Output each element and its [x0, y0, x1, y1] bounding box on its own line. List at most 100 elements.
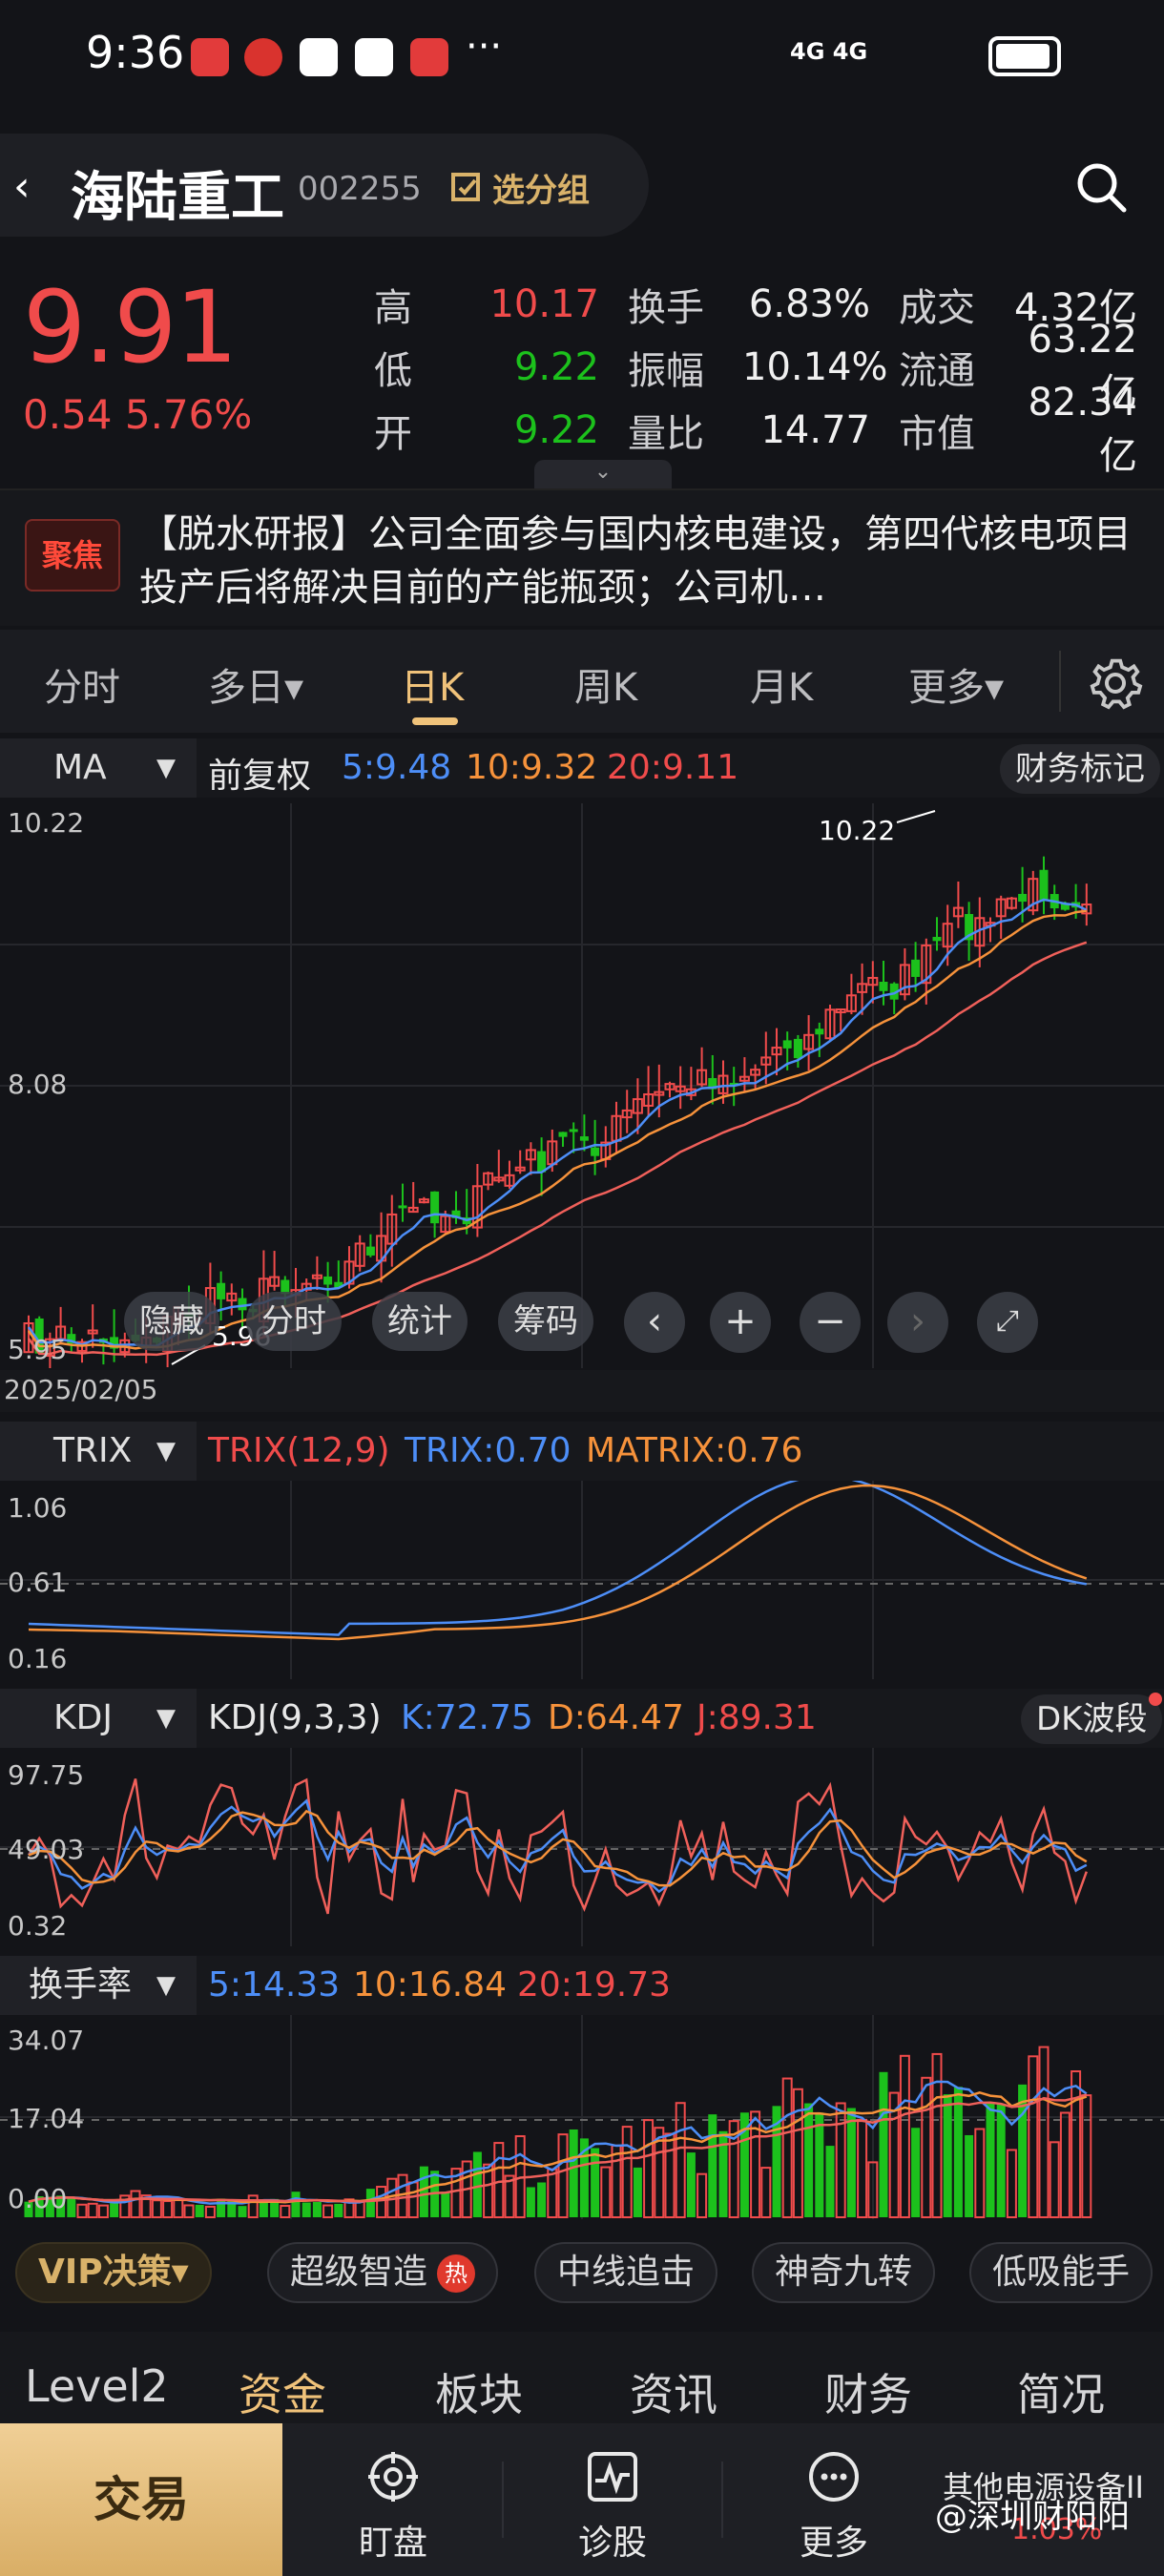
candle-body [354, 1242, 365, 1267]
turnover-bar [195, 2204, 204, 2217]
kdj-k-value: K:72.75 [401, 1698, 533, 1737]
chevron-down-icon: ▼ [156, 1437, 176, 1465]
candle-body [911, 959, 921, 977]
tab-intraday[interactable]: 分时 [44, 666, 120, 710]
candle-body [418, 1198, 429, 1204]
tab-daily-k[interactable]: 日K [401, 666, 465, 710]
trix-selector[interactable]: TRIX ▼ [0, 1422, 197, 1481]
fq-label[interactable]: 前复权 [208, 757, 312, 796]
candle-body [334, 1281, 343, 1288]
back-icon[interactable]: ‹ [13, 162, 31, 211]
turnover-bar [322, 2204, 334, 2219]
tab-news[interactable]: 资讯 [630, 2369, 717, 2420]
turnover-bar [547, 2168, 558, 2218]
zoom-in-icon[interactable]: + [710, 1292, 771, 1353]
turnover-bar [183, 2204, 195, 2218]
kdj-j-line [27, 1777, 1088, 1915]
hide-button[interactable]: 隐藏 [124, 1292, 219, 1351]
strategy-label: 超级智造 [290, 2253, 428, 2292]
ma-selector-label: MA [53, 748, 107, 787]
turnover-selector[interactable]: 换手率 ▼ [0, 1956, 197, 2015]
ma20-line [27, 941, 1088, 1357]
turnover-bar [708, 2114, 717, 2217]
diagnose-label: 诊股 [577, 2524, 647, 2563]
candle-body [1006, 897, 1017, 909]
candle-body [921, 944, 932, 985]
quote-row: 开 9.22 量比 14.77 市值 82.34亿 [374, 381, 1137, 478]
dk-band-button[interactable]: DK波段 [1021, 1694, 1163, 1744]
turnover-bar [56, 2195, 66, 2217]
quote-table: 高 10.17 换手 6.83% 成交 4.32亿 低 9.22 振幅 10.1… [374, 273, 1137, 478]
status-bar: 9:36 ··· 4G 4G [0, 0, 1164, 114]
candle-body [67, 1334, 76, 1344]
candle-body [995, 898, 1007, 918]
turnover-bar [600, 2166, 612, 2219]
turnover-bar [579, 2138, 589, 2217]
candle-body [654, 1091, 665, 1096]
financial-marker-button[interactable]: 财务标记 [1000, 744, 1160, 794]
tab-more[interactable]: 更多▾ [908, 666, 1005, 710]
turnover-bar [781, 2077, 793, 2219]
diagnose-button[interactable]: 诊股 [517, 2423, 708, 2576]
candle-body [942, 923, 953, 948]
zoom-out-icon[interactable]: − [800, 1292, 861, 1353]
candle-body [514, 1166, 526, 1172]
vip-decision-button[interactable]: VIP决策▾ [15, 2242, 212, 2303]
news-banner[interactable]: 聚焦 【脱水研报】公司全面参与国内核电建设，第四代核电项目投产后将解决目前的产能… [0, 488, 1164, 626]
strategy-pill[interactable]: 中线追击 [534, 2242, 718, 2303]
trade-button[interactable]: 交易 [0, 2423, 282, 2576]
candle-body [803, 1033, 815, 1050]
turnover-chart[interactable]: 34.07 17.04 0.00 [0, 2015, 1164, 2219]
tab-monthly-k[interactable]: 月K [750, 666, 814, 710]
turnover-ma20: 20:19.73 [517, 1965, 671, 2005]
chips-button[interactable]: 筹码 [498, 1292, 593, 1351]
turnover-bar [675, 2102, 686, 2218]
tab-sector[interactable]: 板块 [435, 2369, 523, 2420]
divider [1059, 651, 1061, 712]
tab-finance[interactable]: 财务 [824, 2369, 912, 2420]
gear-icon[interactable] [1088, 654, 1143, 710]
strategy-pill[interactable]: 低吸能手 [969, 2242, 1154, 2303]
action-bar: 交易 盯盘 诊股 更多 其他电源设备II 1.03% [0, 2423, 1164, 2576]
candle-body [311, 1274, 322, 1279]
candle-body [1060, 903, 1070, 910]
more-button[interactable]: 更多 [738, 2423, 929, 2576]
kline-chart[interactable]: 10.22 8.08 5.95 10.22 5.96 [0, 803, 1164, 1368]
strategy-pill[interactable]: 超级智造热 [267, 2242, 499, 2303]
kdj-selector[interactable]: KDJ ▼ [0, 1689, 197, 1748]
stats-button[interactable]: 统计 [372, 1292, 468, 1351]
turn-y-mid: 17.04 [8, 2103, 85, 2134]
intraday-overlay-button[interactable]: 分时 [246, 1292, 342, 1351]
turnover-bar [750, 2110, 761, 2218]
tab-multiday[interactable]: 多日▾ [208, 666, 304, 710]
chart-period-tabs: 分时 多日▾ 日K 周K 月K 更多▾ [0, 630, 1164, 733]
trix-name: TRIX(12,9) [208, 1431, 390, 1470]
sector-name[interactable]: 其他电源设备II [943, 2469, 1144, 2505]
candle-body [430, 1191, 440, 1224]
trix-chart[interactable]: 1.06 0.61 0.16 [0, 1481, 1164, 1679]
chevron-left-icon[interactable]: ‹ [624, 1292, 685, 1353]
candle-body [483, 1172, 494, 1186]
ma-selector[interactable]: MA ▼ [0, 738, 197, 798]
search-icon[interactable] [1074, 160, 1128, 214]
quote-row: 高 10.17 换手 6.83% 成交 4.32亿 [374, 273, 1137, 336]
turnover-bar [397, 2173, 408, 2218]
watch-button[interactable]: 盯盘 [298, 2423, 488, 2576]
kdj-chart[interactable]: 97.75 49.03 0.32 [0, 1748, 1164, 1946]
tab-level2[interactable]: Level2 [25, 2360, 169, 2412]
trix-y-mid: 0.61 [8, 1567, 68, 1598]
quote-value: 14.77 [760, 408, 870, 452]
select-group-button[interactable]: 选分组 [450, 164, 590, 211]
turnover-bar [45, 2196, 54, 2217]
focus-badge: 聚焦 [25, 519, 120, 592]
tab-weekly-k[interactable]: 周K [574, 666, 638, 710]
expand-quote-icon[interactable]: ⌄ [534, 460, 672, 488]
turnover-bar [943, 2094, 952, 2217]
tab-funds[interactable]: 资金 [239, 2369, 326, 2420]
turnover-bar [846, 2108, 856, 2217]
fullscreen-icon[interactable]: ⤢ [977, 1292, 1038, 1353]
strategy-pill[interactable]: 神奇九转 [752, 2242, 936, 2303]
kline-y-bot: 5.95 [8, 1334, 68, 1365]
chevron-right-icon[interactable]: › [887, 1292, 948, 1353]
tab-profile[interactable]: 简况 [1017, 2369, 1105, 2420]
